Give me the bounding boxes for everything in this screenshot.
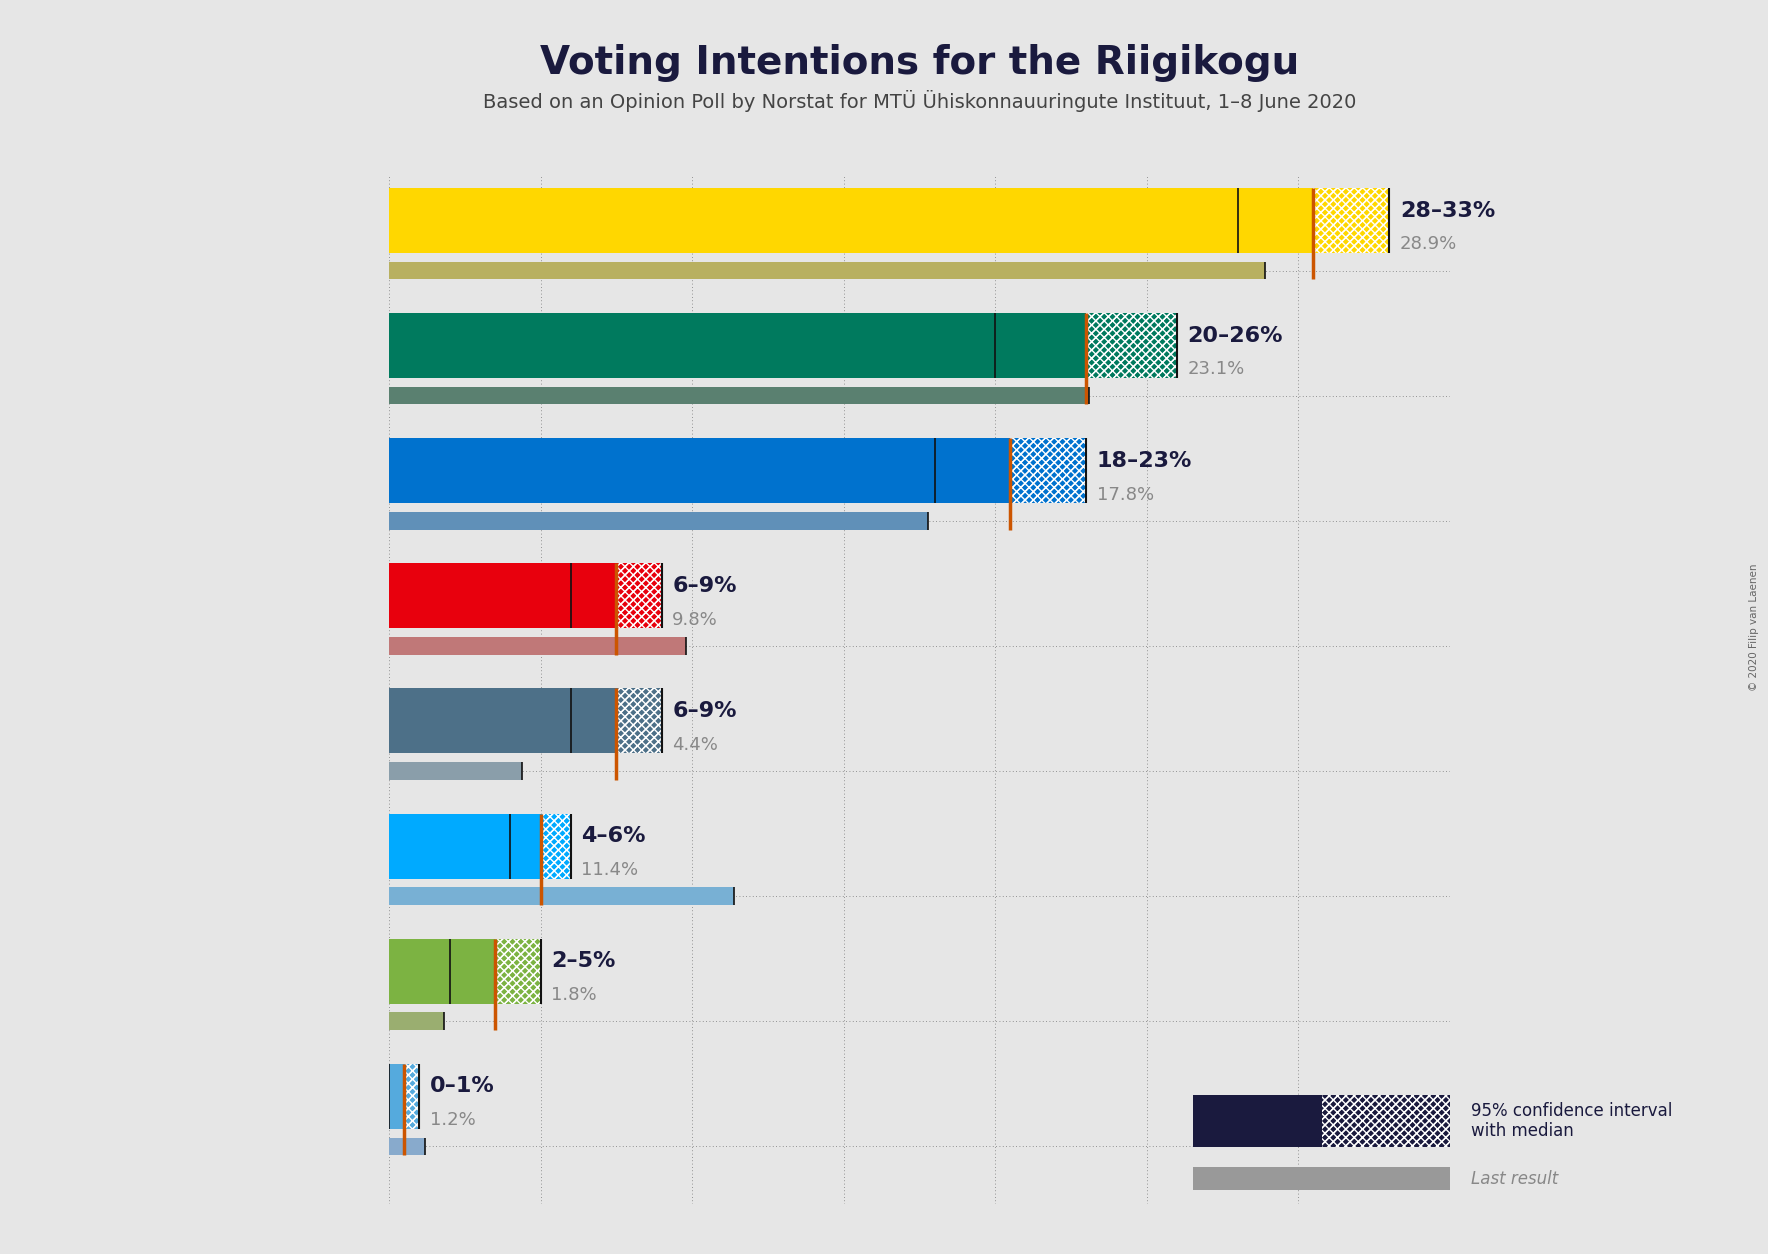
Bar — [617, 563, 661, 628]
Text: 20–26%: 20–26% — [1188, 326, 1284, 346]
Bar — [389, 387, 1089, 405]
Bar — [541, 814, 571, 879]
Bar — [495, 939, 541, 1003]
Text: 95% confidence interval
with median: 95% confidence interval with median — [1471, 1102, 1673, 1140]
Bar — [389, 814, 541, 879]
Text: Based on an Opinion Poll by Norstat for MTÜ Ühiskonnauuringute Instituut, 1–8 Ju: Based on an Opinion Poll by Norstat for … — [483, 90, 1356, 113]
Bar — [1010, 438, 1086, 503]
Bar — [389, 314, 1086, 379]
Bar — [495, 939, 541, 1003]
Text: Last result: Last result — [1471, 1170, 1558, 1188]
Text: 1.8%: 1.8% — [552, 986, 598, 1004]
Text: 6–9%: 6–9% — [672, 576, 737, 596]
Bar — [389, 888, 734, 905]
Bar — [389, 512, 928, 529]
Text: 28–33%: 28–33% — [1400, 201, 1496, 221]
Text: 4–6%: 4–6% — [582, 826, 645, 846]
Bar — [389, 637, 686, 655]
Text: 28.9%: 28.9% — [1400, 236, 1457, 253]
Bar — [617, 563, 661, 628]
Bar — [1314, 188, 1390, 253]
Text: 4.4%: 4.4% — [672, 736, 718, 754]
Text: © 2020 Filip van Laenen: © 2020 Filip van Laenen — [1749, 563, 1759, 691]
Bar — [389, 1137, 426, 1155]
Bar — [389, 1063, 405, 1129]
Bar — [541, 814, 571, 879]
Bar — [405, 1063, 419, 1129]
Text: 2–5%: 2–5% — [552, 951, 615, 971]
Bar — [389, 563, 617, 628]
Bar — [1010, 438, 1086, 503]
Text: 9.8%: 9.8% — [672, 611, 718, 628]
Bar — [1010, 438, 1086, 503]
Text: 11.4%: 11.4% — [582, 860, 638, 879]
Text: 18–23%: 18–23% — [1096, 450, 1192, 470]
Bar — [617, 688, 661, 754]
Bar — [1086, 314, 1177, 379]
Bar — [541, 814, 571, 879]
Bar — [617, 688, 661, 754]
Bar — [1314, 188, 1390, 253]
Text: 0–1%: 0–1% — [430, 1076, 495, 1096]
Bar — [495, 939, 541, 1003]
Bar — [405, 1063, 419, 1129]
Bar — [389, 762, 522, 780]
Bar — [389, 438, 1010, 503]
Bar — [1086, 314, 1177, 379]
Bar — [1314, 188, 1390, 253]
Text: 6–9%: 6–9% — [672, 701, 737, 721]
Text: 17.8%: 17.8% — [1096, 485, 1155, 504]
Bar — [389, 188, 1314, 253]
Bar — [389, 262, 1264, 280]
Bar — [389, 688, 617, 754]
Text: 1.2%: 1.2% — [430, 1111, 476, 1129]
Bar — [405, 1063, 419, 1129]
Text: Voting Intentions for the Riigikogu: Voting Intentions for the Riigikogu — [539, 44, 1299, 82]
Bar — [617, 688, 661, 754]
Bar — [389, 939, 495, 1003]
Bar — [389, 1012, 444, 1030]
Bar — [617, 563, 661, 628]
Bar — [1086, 314, 1177, 379]
Text: 23.1%: 23.1% — [1188, 360, 1245, 379]
